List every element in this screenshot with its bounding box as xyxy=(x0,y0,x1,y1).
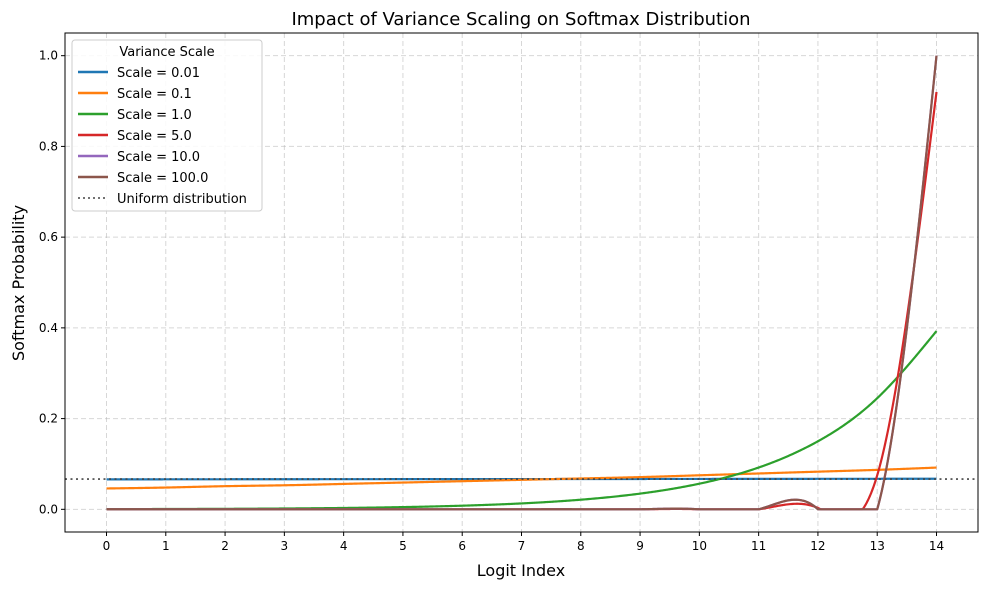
x-tick-label: 12 xyxy=(810,539,825,553)
legend-title: Variance Scale xyxy=(119,45,214,60)
legend-label: Scale = 10.0 xyxy=(117,150,200,165)
x-tick-label: 13 xyxy=(870,539,885,553)
y-tick-label: 0.2 xyxy=(39,412,58,426)
x-tick-label: 3 xyxy=(281,539,289,553)
x-tick-label: 0 xyxy=(103,539,111,553)
legend: Variance Scale Scale = 0.01 Scale = 0.1 Sc… xyxy=(71,39,263,212)
legend-item: Scale = 10.0 xyxy=(78,150,200,165)
x-tick-label: 11 xyxy=(751,539,766,553)
legend-label: Scale = 100.0 xyxy=(117,171,208,186)
x-tick-label: 14 xyxy=(929,539,944,553)
series-lines xyxy=(65,55,978,511)
legend-label: Scale = 5.0 xyxy=(117,129,192,144)
legend-label: Scale = 0.1 xyxy=(117,87,192,102)
legend-box xyxy=(71,39,263,212)
x-tick-label: 9 xyxy=(636,539,644,553)
x-ticks: 0 1 2 3 4 5 6 7 8 9 10 11 12 13 14 xyxy=(103,532,944,553)
legend-label: Uniform distribution xyxy=(117,192,247,207)
legend-label: Scale = 0.01 xyxy=(117,66,200,81)
series-line-scale-100-0 xyxy=(106,55,938,511)
x-tick-label: 5 xyxy=(399,539,407,553)
y-tick-label: 0.8 xyxy=(39,139,58,153)
x-axis-label: Logit Index xyxy=(477,561,565,580)
x-tick-label: 2 xyxy=(221,539,229,553)
y-tick-label: 0.4 xyxy=(39,321,58,335)
legend-item: Scale = 100.0 xyxy=(78,171,208,186)
x-tick-label: 10 xyxy=(692,539,707,553)
legend-item: Scale = 0.01 xyxy=(78,66,200,81)
legend-item: Uniform distribution xyxy=(78,192,247,207)
y-ticks: 0.0 0.2 0.4 0.6 0.8 1.0 xyxy=(39,49,65,516)
y-tick-label: 1.0 xyxy=(39,49,58,63)
x-tick-label: 8 xyxy=(577,539,585,553)
y-tick-label: 0.6 xyxy=(39,230,58,244)
chart-title: Impact of Variance Scaling on Softmax Di… xyxy=(291,9,750,30)
y-axis-label: Softmax Probability xyxy=(9,205,28,361)
x-tick-label: 7 xyxy=(518,539,526,553)
x-tick-label: 6 xyxy=(458,539,466,553)
x-tick-label: 1 xyxy=(162,539,170,553)
x-tick-label: 4 xyxy=(340,539,348,553)
legend-item: Scale = 1.0 xyxy=(78,108,192,123)
legend-item: Scale = 0.1 xyxy=(78,87,192,102)
legend-label: Scale = 1.0 xyxy=(117,108,192,123)
y-tick-label: 0.0 xyxy=(39,502,58,516)
legend-item: Scale = 5.0 xyxy=(78,129,192,144)
